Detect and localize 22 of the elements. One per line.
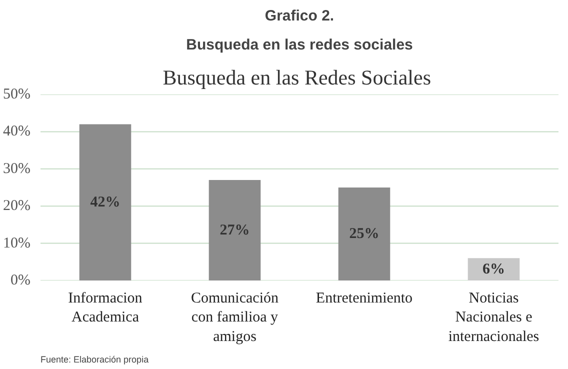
x-tick-label: Comunicación con familioa y amigos — [191, 290, 279, 345]
x-tick-label: Informacion Academica — [68, 290, 143, 326]
data-label: 42% — [90, 194, 120, 210]
y-tick-label: 30% — [3, 160, 31, 177]
x-tick-label: Noticias Nacionales e internacionales — [448, 290, 540, 345]
bar — [338, 188, 390, 280]
bar — [208, 180, 261, 280]
data-label: 27% — [220, 222, 250, 238]
data-label: 25% — [349, 226, 380, 242]
chart-subtitle: Busqueda en las redes sociales — [186, 36, 413, 54]
y-tick-label: 20% — [3, 198, 31, 214]
source-note: Fuente: Elaboración propia — [40, 354, 149, 364]
data-label: 6% — [482, 261, 505, 278]
y-tick-label: 0% — [10, 272, 31, 288]
text: Busqueda en las Redes Sociales — [162, 66, 432, 90]
chart-title: Grafico 2. — [264, 8, 334, 24]
x-tick-label: Entretenimiento — [316, 290, 413, 306]
y-tick-label: 40% — [3, 124, 31, 140]
y-tick-label: 10% — [3, 235, 31, 252]
bar — [468, 258, 520, 280]
y-tick-label: 50% — [3, 86, 31, 102]
bar — [79, 124, 132, 280]
